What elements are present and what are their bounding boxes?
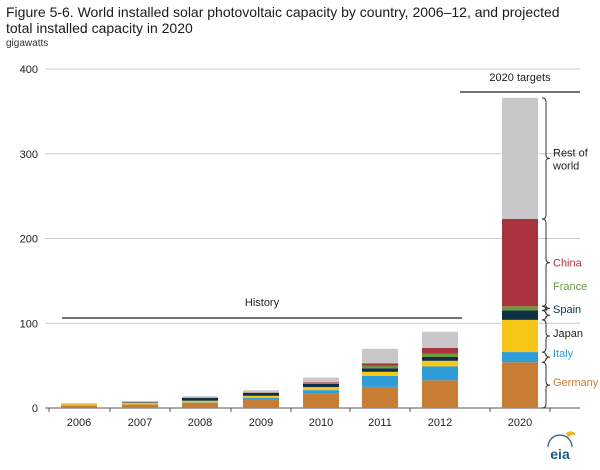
brace-germany [541, 361, 551, 409]
series-label-rest-of-world-line1: Rest of [553, 147, 589, 159]
y-tick-label-300: 300 [20, 149, 38, 161]
bar-2007-germany [122, 404, 158, 408]
x-tick-label-2012: 2012 [428, 417, 452, 429]
brace-spain [541, 310, 551, 321]
brace-china [541, 218, 551, 307]
bar-2011-japan [362, 371, 398, 376]
x-tick-label-2010: 2010 [309, 417, 333, 429]
bar-2007-rest-of-world [122, 400, 158, 402]
bar-2006-japan [61, 404, 97, 406]
x-tick-label-2011: 2011 [368, 417, 392, 429]
bar-2020-italy [502, 352, 538, 363]
chart-title: Figure 5-6. World installed solar photov… [6, 4, 560, 36]
logo-flame [566, 431, 576, 438]
y-tick-label-0: 0 [32, 403, 38, 415]
series-label-japan: Japan [553, 328, 583, 340]
bar-2009-spain [243, 392, 279, 396]
bar-2010-italy [303, 390, 339, 394]
brace-japan [541, 319, 551, 353]
series-label-italy: Italy [553, 348, 574, 360]
targets-label: 2020 targets [489, 72, 551, 84]
bar-2009-italy [243, 397, 279, 400]
eia-logo: eia [547, 431, 576, 462]
bar-2020-rest-of-world [502, 97, 538, 220]
bar-2008-rest-of-world [182, 396, 218, 398]
bar-2012-rest-of-world [422, 331, 458, 348]
series-label-germany: Germany [553, 377, 599, 389]
bar-2008-germany [182, 402, 218, 408]
y-tick-label-400: 400 [20, 64, 38, 76]
bar-2006-germany [61, 405, 97, 408]
bar-2008-spain [182, 397, 218, 401]
bar-2010-germany [303, 393, 339, 408]
bar-2006-rest-of-world [61, 403, 97, 404]
y-axis-units: gigawatts [6, 38, 49, 49]
bar-2010-france [303, 382, 339, 384]
series-label-spain: Spain [553, 304, 581, 316]
brace-rest-of-world [541, 97, 551, 220]
bar-2010-rest-of-world [303, 377, 339, 383]
y-tick-label-100: 100 [20, 318, 38, 330]
brace-italy [541, 351, 551, 363]
bar-2012-germany [422, 380, 458, 408]
bar-2011-spain [362, 368, 398, 372]
brace-france [541, 305, 551, 312]
bar-2020-france [502, 306, 538, 311]
x-tick-label-2007: 2007 [128, 417, 152, 429]
bar-2011-rest-of-world [362, 348, 398, 364]
logo-arc [547, 434, 573, 448]
bar-2012-china [422, 347, 458, 354]
bar-2010-spain [303, 383, 339, 388]
bar-2007-japan [122, 402, 158, 405]
bar-2009-rest-of-world [243, 390, 279, 393]
bar-2011-germany [362, 386, 398, 408]
bar-2008-japan [182, 400, 218, 403]
y-tick-label-200: 200 [20, 234, 38, 246]
bar-2011-france [362, 365, 398, 369]
series-label-rest-of-world-line2: world [552, 160, 579, 172]
series-label-france: France [553, 281, 587, 293]
bar-2009-germany [243, 399, 279, 408]
bar-2011-italy [362, 375, 398, 387]
bar-2012-italy [422, 366, 458, 381]
logo-text: eia [550, 446, 570, 462]
bar-2012-france [422, 353, 458, 357]
bar-2020-japan [502, 319, 538, 353]
bar-2020-china [502, 219, 538, 307]
bar-2012-japan [422, 360, 458, 367]
bar-2020-spain [502, 310, 538, 320]
x-tick-label-2008: 2008 [188, 417, 212, 429]
bar-2009-japan [243, 395, 279, 398]
bar-2020-germany [502, 362, 538, 408]
history-label: History [245, 297, 280, 309]
x-tick-label-2009: 2009 [249, 417, 273, 429]
bar-2012-spain [422, 356, 458, 361]
bar-2007-spain [122, 402, 158, 403]
bar-2011-china [362, 363, 398, 366]
bar-2010-china [303, 382, 339, 383]
series-label-china: China [553, 258, 583, 270]
bar-2010-japan [303, 387, 339, 391]
x-tick-label-2006: 2006 [67, 417, 91, 429]
x-tick-label-2020: 2020 [508, 417, 532, 429]
